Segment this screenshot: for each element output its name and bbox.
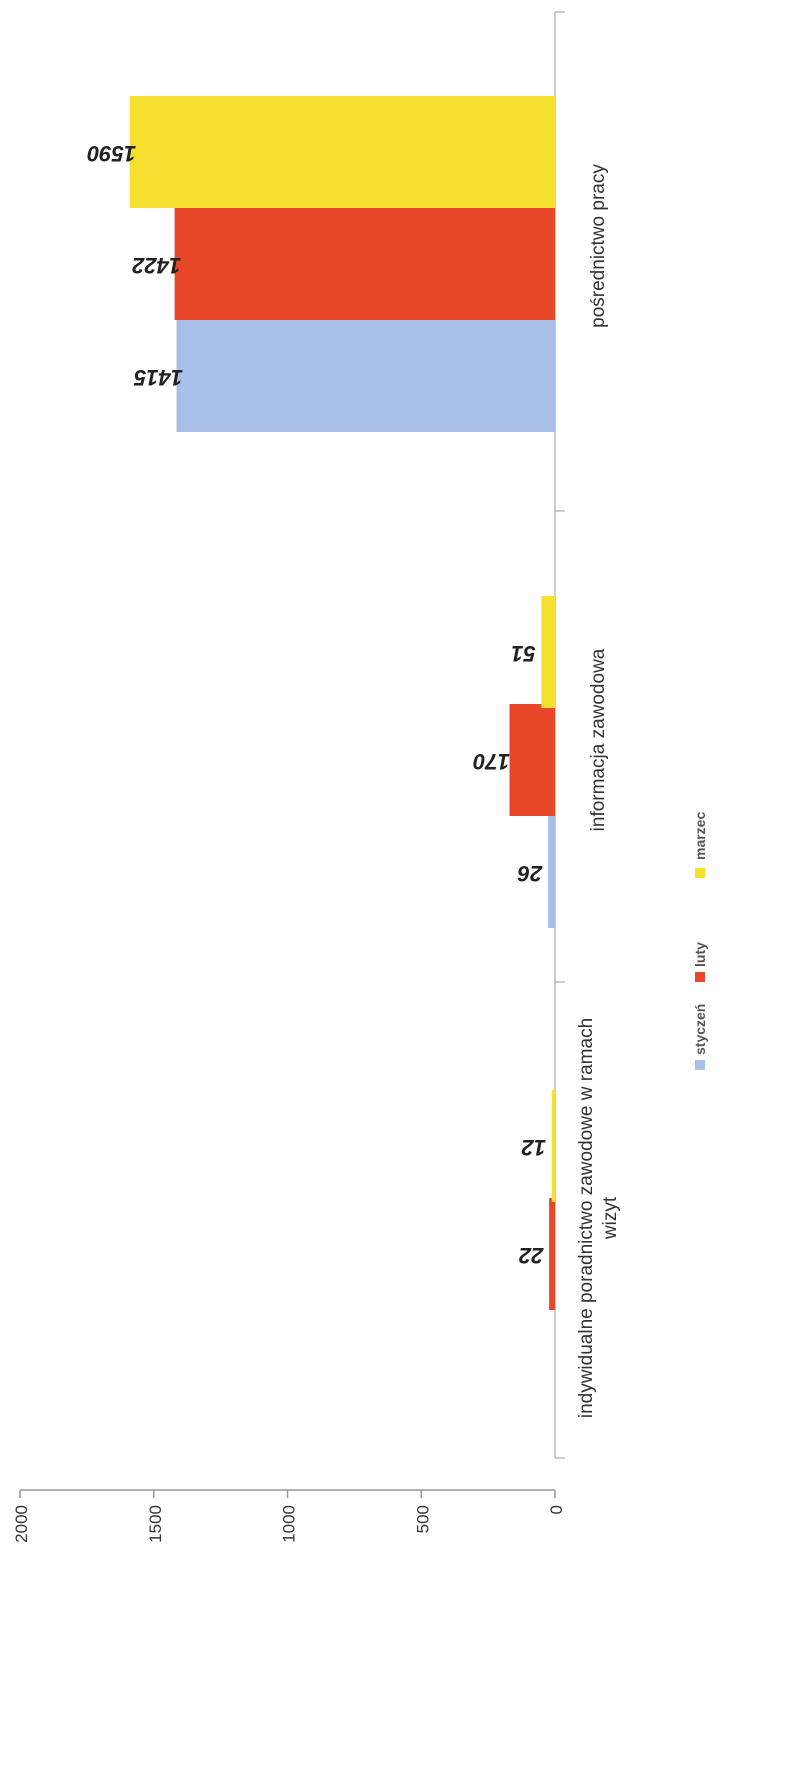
tick-label: 2000: [12, 1505, 31, 1543]
bar-marzec-0: [129, 96, 556, 208]
labels-layer: pośrednictwo pracy informacja zawodowa ind…: [86, 141, 621, 1418]
data-label: 1590: [86, 141, 136, 166]
bar-marzec-2: [551, 1090, 555, 1202]
legend-swatch: [695, 868, 705, 878]
data-label: 1422: [131, 253, 181, 278]
tick-label: 1500: [146, 1505, 165, 1543]
legend-swatch: [695, 1060, 705, 1070]
tick-label: 500: [413, 1505, 432, 1533]
category-label: indywidualne poradnictwo zawodowe w rama…: [576, 1018, 597, 1418]
data-label: 170: [472, 749, 509, 774]
bars-layer: [129, 96, 556, 1310]
category-label: wizyt: [600, 1196, 621, 1240]
bar-marzec-1: [541, 596, 555, 708]
legend-label: styczeń: [692, 1004, 708, 1055]
category-label: pośrednictwo pracy: [588, 164, 609, 328]
data-label: 26: [517, 861, 543, 886]
data-label: 51: [511, 641, 535, 666]
bar-styczeń-1: [548, 816, 555, 928]
bar-luty-2: [549, 1198, 555, 1310]
bar-luty-1: [509, 704, 555, 816]
legend-label: luty: [692, 942, 708, 967]
bar-luty-0: [174, 208, 556, 320]
data-label: 22: [518, 1243, 544, 1268]
tick-label: 0: [547, 1505, 566, 1514]
legend-label: marzec: [692, 812, 708, 860]
data-label: 12: [521, 1135, 546, 1160]
legend-swatch: [695, 972, 705, 982]
legend-layer: styczeń luty marzec: [692, 812, 708, 1070]
bar-styczeń-0: [176, 320, 556, 432]
data-label: 1415: [133, 365, 183, 390]
category-label: informacja zawodowa: [588, 648, 609, 831]
tick-label: 1000: [280, 1505, 299, 1543]
